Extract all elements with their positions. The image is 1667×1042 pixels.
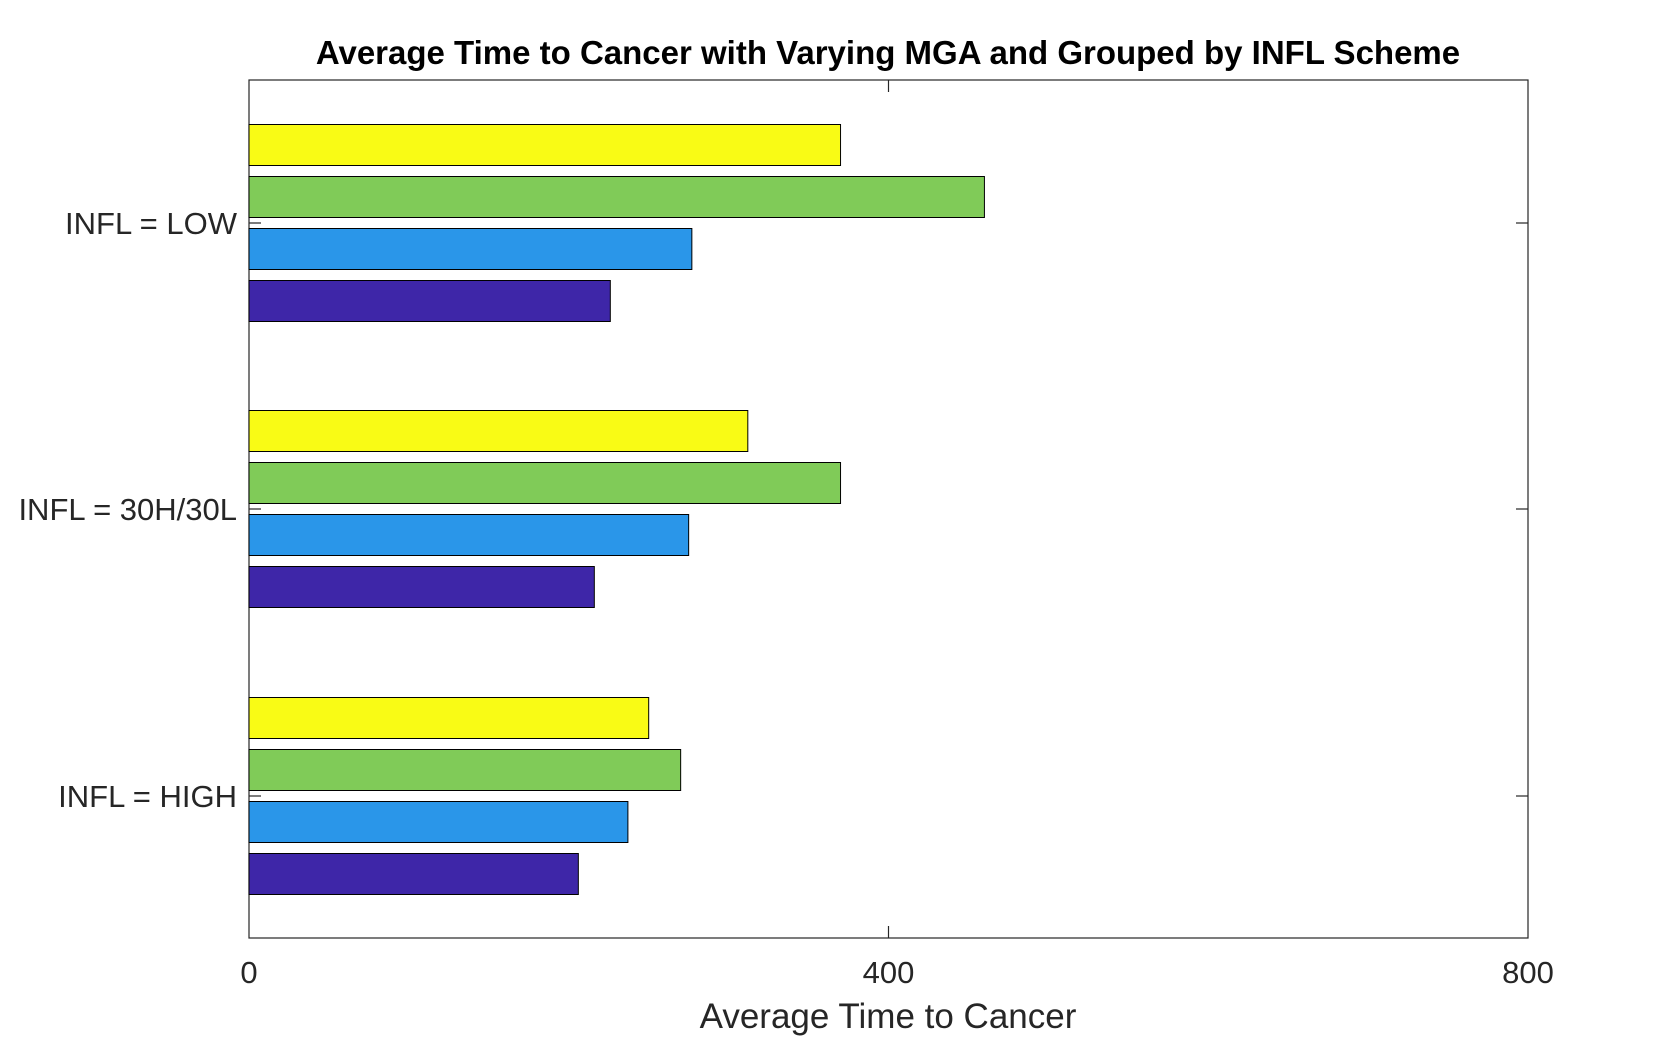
plot-area bbox=[248, 79, 1529, 939]
y-tick-label-0: INFL = LOW bbox=[65, 206, 238, 241]
y-tick-label-2: INFL = HIGH bbox=[58, 779, 237, 814]
bars-group bbox=[248, 124, 985, 895]
bar-1-3 bbox=[248, 410, 749, 452]
x-axis-label: Average Time to Cancer bbox=[700, 997, 1077, 1036]
chart-title: Average Time to Cancer with Varying MGA … bbox=[316, 34, 1460, 71]
bar-2-2 bbox=[248, 749, 682, 791]
bar-1-1 bbox=[248, 514, 690, 556]
bar-2-3 bbox=[248, 697, 650, 739]
x-tick-label-0: 0 bbox=[240, 955, 257, 990]
bar-0-2 bbox=[248, 176, 985, 218]
bar-1-0 bbox=[248, 566, 595, 608]
x-tick-label-1: 400 bbox=[863, 955, 915, 990]
x-tick-label-2: 800 bbox=[1502, 955, 1554, 990]
bar-2-0 bbox=[248, 853, 579, 895]
y-tick-label-1: INFL = 30H/30L bbox=[18, 492, 237, 527]
bar-2-1 bbox=[248, 801, 629, 843]
bar-0-0 bbox=[248, 280, 611, 322]
bar-0-3 bbox=[248, 124, 842, 166]
bar-1-2 bbox=[248, 462, 842, 504]
bar-0-1 bbox=[248, 228, 693, 270]
ticks-group: INFL = LOW INFL = 30H/30L INFL = HIGH 0 400 8… bbox=[18, 80, 1554, 990]
